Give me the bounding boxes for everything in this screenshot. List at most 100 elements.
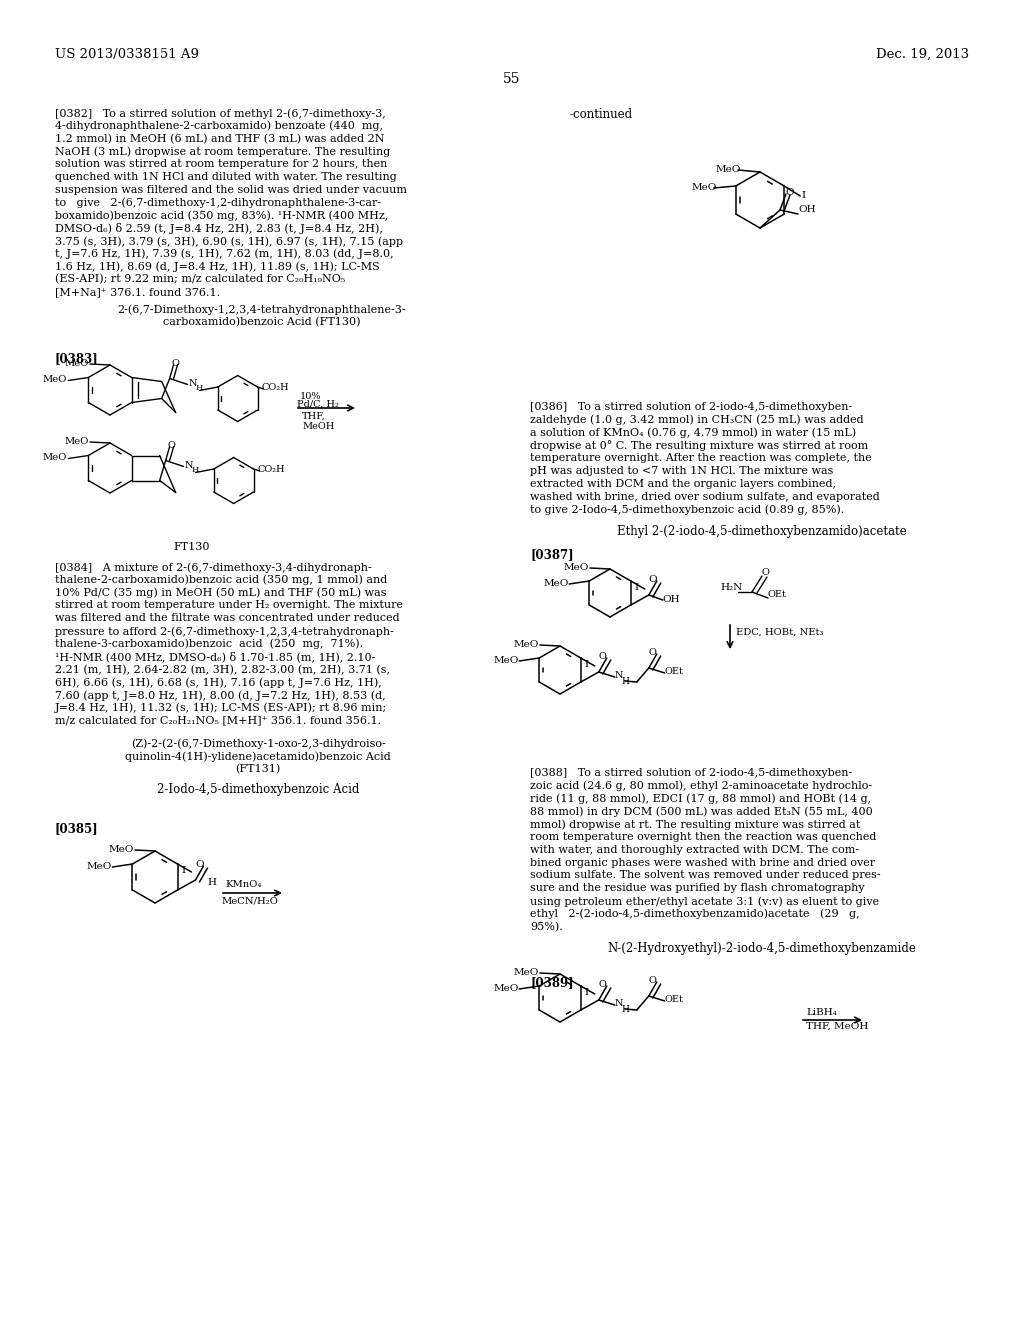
Text: suspension was filtered and the solid was dried under vacuum: suspension was filtered and the solid wa… — [55, 185, 407, 195]
Text: MeO: MeO — [514, 640, 540, 649]
Text: 2.21 (m, 1H), 2.64-2.82 (m, 3H), 2.82-3.00 (m, 2H), 3.71 (s,: 2.21 (m, 1H), 2.64-2.82 (m, 3H), 2.82-3.… — [55, 664, 390, 675]
Text: H: H — [622, 677, 630, 686]
Text: O: O — [648, 576, 657, 583]
Text: I: I — [635, 583, 639, 591]
Text: (Z)-2-(2-(6,7-Dimethoxy-1-oxo-2,3-dihydroiso-: (Z)-2-(2-(6,7-Dimethoxy-1-oxo-2,3-dihydr… — [131, 738, 385, 748]
Text: O: O — [196, 861, 204, 869]
Text: [M+Na]⁺ 376.1. found 376.1.: [M+Na]⁺ 376.1. found 376.1. — [55, 288, 220, 297]
Text: MeO: MeO — [109, 845, 134, 854]
Text: OEt: OEt — [768, 590, 786, 599]
Text: MeO: MeO — [86, 862, 112, 871]
Text: Dec. 19, 2013: Dec. 19, 2013 — [876, 48, 969, 61]
Text: mmol) dropwise at rt. The resulting mixture was stirred at: mmol) dropwise at rt. The resulting mixt… — [530, 820, 860, 830]
Text: Pd/C, H₂: Pd/C, H₂ — [297, 400, 339, 409]
Text: using petroleum ether/ethyl acetate 3:1 (v:v) as eluent to give: using petroleum ether/ethyl acetate 3:1 … — [530, 896, 880, 907]
Text: O: O — [649, 648, 656, 657]
Text: thalene-3-carboxamido)benzoic  acid  (250  mg,  71%).: thalene-3-carboxamido)benzoic acid (250 … — [55, 639, 364, 649]
Text: N-(2-Hydroxyethyl)-2-iodo-4,5-dimethoxybenzamide: N-(2-Hydroxyethyl)-2-iodo-4,5-dimethoxyb… — [607, 942, 916, 956]
Text: 10% Pd/C (35 mg) in MeOH (50 mL) and THF (50 mL) was: 10% Pd/C (35 mg) in MeOH (50 mL) and THF… — [55, 587, 386, 598]
Text: MeO: MeO — [63, 359, 88, 368]
Text: NaOH (3 mL) dropwise at room temperature. The resulting: NaOH (3 mL) dropwise at room temperature… — [55, 147, 390, 157]
Text: I: I — [181, 866, 185, 875]
Text: -continued: -continued — [570, 108, 633, 121]
Text: zoic acid (24.6 g, 80 mmol), ethyl 2-aminoacetate hydrochlo-: zoic acid (24.6 g, 80 mmol), ethyl 2-ami… — [530, 781, 872, 792]
Text: THF,: THF, — [302, 412, 326, 421]
Text: t, J=7.6 Hz, 1H), 7.39 (s, 1H), 7.62 (m, 1H), 8.03 (dd, J=8.0,: t, J=7.6 Hz, 1H), 7.39 (s, 1H), 7.62 (m,… — [55, 248, 393, 259]
Text: sure and the residue was purified by flash chromatography: sure and the residue was purified by fla… — [530, 883, 864, 894]
Text: [0383]: [0383] — [55, 352, 98, 366]
Text: quenched with 1N HCl and diluted with water. The resulting: quenched with 1N HCl and diluted with wa… — [55, 172, 396, 182]
Text: H: H — [196, 384, 203, 392]
Text: J=8.4 Hz, 1H), 11.32 (s, 1H); LC-MS (ES-API); rt 8.96 min;: J=8.4 Hz, 1H), 11.32 (s, 1H); LC-MS (ES-… — [55, 702, 387, 713]
Text: [0384]   A mixture of 2-(6,7-dimethoxy-3,4-dihydronaph-: [0384] A mixture of 2-(6,7-dimethoxy-3,4… — [55, 562, 372, 573]
Text: [0389]: [0389] — [530, 975, 573, 989]
Text: Ethyl 2-(2-iodo-4,5-dimethoxybenzamido)acetate: Ethyl 2-(2-iodo-4,5-dimethoxybenzamido)a… — [617, 525, 907, 539]
Text: O: O — [172, 359, 179, 367]
Text: US 2013/0338151 A9: US 2013/0338151 A9 — [55, 48, 199, 61]
Text: [0382]   To a stirred solution of methyl 2-(6,7-dimethoxy-3,: [0382] To a stirred solution of methyl 2… — [55, 108, 386, 119]
Text: [0386]   To a stirred solution of 2-iodo-4,5-dimethoxyben-: [0386] To a stirred solution of 2-iodo-4… — [530, 403, 852, 412]
Text: MeO: MeO — [63, 437, 88, 446]
Text: was filtered and the filtrate was concentrated under reduced: was filtered and the filtrate was concen… — [55, 614, 399, 623]
Text: to   give   2-(6,7-dimethoxy-1,2-dihydronaphthalene-3-car-: to give 2-(6,7-dimethoxy-1,2-dihydronaph… — [55, 198, 381, 209]
Text: 2-(6,7-Dimethoxy-1,2,3,4-tetrahydronaphthalene-3-: 2-(6,7-Dimethoxy-1,2,3,4-tetrahydronapht… — [118, 304, 407, 314]
Text: KMnO₄: KMnO₄ — [225, 880, 261, 888]
Text: 55: 55 — [503, 73, 521, 86]
Text: 6H), 6.66 (s, 1H), 6.68 (s, 1H), 7.16 (app t, J=7.6 Hz, 1H),: 6H), 6.66 (s, 1H), 6.68 (s, 1H), 7.16 (a… — [55, 677, 382, 688]
Text: 7.60 (app t, J=8.0 Hz, 1H), 8.00 (d, J=7.2 Hz, 1H), 8.53 (d,: 7.60 (app t, J=8.0 Hz, 1H), 8.00 (d, J=7… — [55, 690, 386, 701]
Text: MeO: MeO — [716, 165, 741, 174]
Text: extracted with DCM and the organic layers combined,: extracted with DCM and the organic layer… — [530, 479, 836, 488]
Text: I: I — [585, 987, 589, 997]
Text: (ES-API); rt 9.22 min; m/z calculated for C₂₀H₁₉NO₅: (ES-API); rt 9.22 min; m/z calculated fo… — [55, 275, 345, 285]
Text: [0388]   To a stirred solution of 2-iodo-4,5-dimethoxyben-: [0388] To a stirred solution of 2-iodo-4… — [530, 768, 852, 777]
Text: O: O — [761, 568, 769, 577]
Text: to give 2-Iodo-4,5-dimethoxybenzoic acid (0.89 g, 85%).: to give 2-Iodo-4,5-dimethoxybenzoic acid… — [530, 504, 844, 515]
Text: OH: OH — [798, 205, 816, 214]
Text: ¹H-NMR (400 MHz, DMSO-d₆) δ 1.70-1.85 (m, 1H), 2.10-: ¹H-NMR (400 MHz, DMSO-d₆) δ 1.70-1.85 (m… — [55, 652, 376, 663]
Text: O: O — [168, 441, 175, 450]
Text: with water, and thoroughly extracted with DCM. The com-: with water, and thoroughly extracted wit… — [530, 845, 859, 855]
Text: CO₂H: CO₂H — [258, 465, 286, 474]
Text: a solution of KMnO₄ (0.76 g, 4.79 mmol) in water (15 mL): a solution of KMnO₄ (0.76 g, 4.79 mmol) … — [530, 428, 856, 438]
Text: LiBH₄: LiBH₄ — [806, 1008, 837, 1016]
Text: solution was stirred at room temperature for 2 hours, then: solution was stirred at room temperature… — [55, 160, 387, 169]
Text: OH: OH — [663, 595, 680, 605]
Text: N: N — [614, 999, 624, 1008]
Text: m/z calculated for C₂₀H₂₁NO₅ [M+H]⁺ 356.1. found 356.1.: m/z calculated for C₂₀H₂₁NO₅ [M+H]⁺ 356.… — [55, 715, 381, 726]
Text: temperature overnight. After the reaction was complete, the: temperature overnight. After the reactio… — [530, 453, 871, 463]
Text: 2-Iodo-4,5-dimethoxybenzoic Acid: 2-Iodo-4,5-dimethoxybenzoic Acid — [157, 783, 359, 796]
Text: MeO: MeO — [494, 656, 518, 665]
Text: FT130: FT130 — [174, 543, 210, 552]
Text: stirred at room temperature under H₂ overnight. The mixture: stirred at room temperature under H₂ ove… — [55, 601, 403, 610]
Text: MeCN/H₂O: MeCN/H₂O — [221, 896, 278, 906]
Text: MeO: MeO — [494, 983, 518, 993]
Text: O: O — [599, 652, 607, 661]
Text: 88 mmol) in dry DCM (500 mL) was added Et₃N (55 mL, 400: 88 mmol) in dry DCM (500 mL) was added E… — [530, 807, 872, 817]
Text: N: N — [614, 671, 624, 680]
Text: OEt: OEt — [665, 995, 684, 1005]
Text: EDC, HOBt, NEt₃: EDC, HOBt, NEt₃ — [736, 628, 823, 638]
Text: N: N — [184, 462, 194, 470]
Text: 4-dihydronaphthalene-2-carboxamido) benzoate (440  mg,: 4-dihydronaphthalene-2-carboxamido) benz… — [55, 121, 383, 132]
Text: zaldehyde (1.0 g, 3.42 mmol) in CH₃CN (25 mL) was added: zaldehyde (1.0 g, 3.42 mmol) in CH₃CN (2… — [530, 414, 863, 425]
Text: MeOH: MeOH — [302, 422, 335, 432]
Text: 3.75 (s, 3H), 3.79 (s, 3H), 6.90 (s, 1H), 6.97 (s, 1H), 7.15 (app: 3.75 (s, 3H), 3.79 (s, 3H), 6.90 (s, 1H)… — [55, 236, 403, 247]
Text: O: O — [785, 187, 795, 197]
Text: I: I — [585, 660, 589, 669]
Text: pressure to afford 2-(6,7-dimethoxy-1,2,3,4-tetrahydronaph-: pressure to afford 2-(6,7-dimethoxy-1,2,… — [55, 626, 394, 636]
Text: MeO: MeO — [514, 968, 540, 977]
Text: 1.2 mmol) in MeOH (6 mL) and THF (3 mL) was added 2N: 1.2 mmol) in MeOH (6 mL) and THF (3 mL) … — [55, 133, 384, 144]
Text: OEt: OEt — [665, 667, 684, 676]
Text: pH was adjusted to <7 with 1N HCl. The mixture was: pH was adjusted to <7 with 1N HCl. The m… — [530, 466, 834, 477]
Text: N: N — [188, 380, 198, 388]
Text: H: H — [208, 878, 216, 887]
Text: [0387]: [0387] — [530, 548, 573, 561]
Text: O: O — [599, 979, 607, 989]
Text: (FT131): (FT131) — [236, 764, 281, 775]
Text: 95%).: 95%). — [530, 921, 563, 932]
Text: THF, MeOH: THF, MeOH — [806, 1022, 868, 1031]
Text: CO₂H: CO₂H — [261, 383, 289, 392]
Text: H: H — [622, 1005, 630, 1014]
Text: dropwise at 0° C. The resulting mixture was stirred at room: dropwise at 0° C. The resulting mixture … — [530, 441, 868, 451]
Text: I: I — [801, 191, 805, 201]
